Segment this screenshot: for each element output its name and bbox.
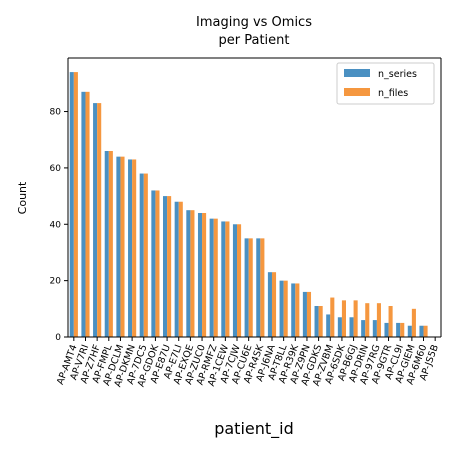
bar-n_series	[93, 103, 98, 337]
bar-n_series	[81, 91, 86, 337]
bar-n_series	[186, 210, 191, 337]
bar-n_files	[341, 300, 346, 337]
bar-n_series	[163, 196, 168, 337]
bar-n_series	[197, 213, 203, 337]
y-tick-label: 80	[50, 108, 62, 118]
bar-n_files	[295, 283, 300, 337]
y-tick-label: 0	[55, 333, 61, 343]
bar-n_files	[283, 280, 288, 337]
bar-n_series	[244, 238, 249, 337]
bar-n_series	[419, 325, 424, 337]
bar-n_files	[97, 103, 102, 337]
bar-n_files	[178, 201, 183, 337]
bar-n_series	[396, 322, 401, 337]
bar-n_files	[225, 221, 230, 337]
bar-n_series	[267, 272, 272, 337]
bar-n_files	[143, 173, 148, 337]
bar-n_series	[361, 320, 366, 337]
bar-n_series	[104, 151, 109, 337]
x-axis-label: patient_id	[214, 419, 294, 439]
bar-n_series	[174, 201, 179, 337]
bar-n_series	[314, 306, 319, 337]
bar-n_files	[388, 306, 393, 337]
bar-n_series	[302, 291, 307, 337]
bar-n_files	[411, 308, 416, 337]
bar-n_series	[349, 317, 354, 337]
y-tick-label: 20	[50, 277, 62, 287]
bar-n_files	[132, 159, 137, 337]
bar-n_files	[260, 238, 265, 337]
bar-n_files	[330, 297, 335, 337]
bar-n_series	[291, 283, 296, 337]
bar-n_files	[108, 151, 113, 337]
bar-n_series	[326, 314, 331, 337]
bar-n_files	[190, 210, 195, 337]
bar-n_files	[155, 190, 160, 337]
bar-n_series	[209, 218, 214, 337]
bar-n_series	[139, 173, 144, 337]
bar-n_series	[69, 72, 74, 337]
bar-n_files	[376, 303, 381, 337]
bar-n_series	[151, 190, 156, 337]
bar-n_series	[384, 322, 389, 337]
legend: n_series n_files	[336, 62, 435, 105]
bar-n_files	[167, 196, 172, 337]
y-tick-label: 60	[50, 164, 62, 174]
plot-area: 020406080AP-AMT4AP-V7RIAP-Z7HFAP-FMPLAP-…	[50, 57, 442, 389]
legend-label-n_files: n_files	[378, 88, 408, 99]
bar-n_series	[116, 156, 121, 337]
bar-n_files	[213, 218, 218, 337]
bar-n_files	[85, 91, 90, 337]
bar-n_files	[365, 303, 370, 337]
bar-n_files	[237, 224, 242, 337]
bar-n_files	[318, 306, 323, 337]
legend-label-n_series: n_series	[378, 69, 417, 80]
bar-n_files	[73, 72, 78, 337]
bar-n_files	[423, 325, 428, 337]
bar-n_series	[279, 280, 284, 337]
bar-n_series	[128, 159, 133, 337]
bar-n_series	[337, 317, 342, 337]
legend-swatch-n_series	[344, 69, 370, 77]
y-axis-label: Count	[16, 181, 29, 214]
y-tick-label: 40	[50, 220, 62, 230]
bar-n_files	[120, 156, 125, 337]
bar-n_series	[407, 325, 412, 337]
bar-n_series	[372, 320, 377, 337]
bar-n_files	[202, 213, 207, 337]
bar-n_series	[232, 224, 238, 337]
bar-n_files	[353, 300, 358, 337]
bar-n_files	[400, 322, 405, 337]
bar-n_series	[221, 221, 226, 337]
bar-n_series	[256, 238, 261, 337]
legend-swatch-n_files	[344, 88, 370, 96]
chart-title-line1: Imaging vs Omics	[196, 15, 312, 30]
bar-n_files	[306, 291, 312, 337]
chart-title-line2: per Patient	[219, 33, 290, 48]
bar-n_files	[271, 272, 277, 337]
bar-n_files	[248, 238, 253, 337]
